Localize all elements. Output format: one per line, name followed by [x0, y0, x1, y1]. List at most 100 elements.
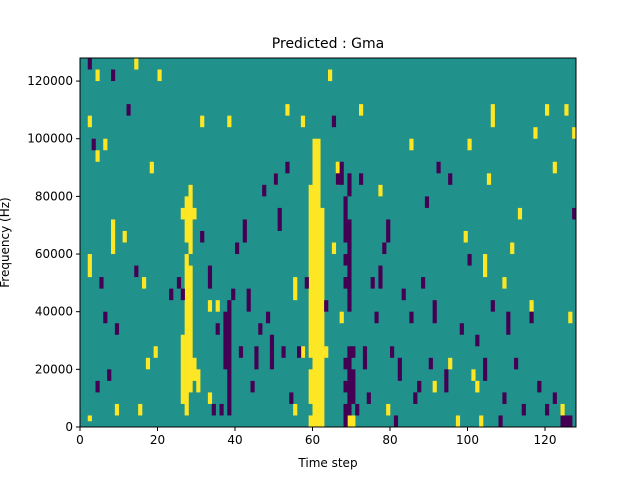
- heatmap-cell-high-47: [347, 415, 352, 427]
- heatmap-cell-high-68: [533, 127, 538, 139]
- heatmap-cell-high-43: [328, 69, 333, 82]
- heatmap-cell-low-81: [498, 415, 503, 427]
- heatmap-cell-low-26: [254, 346, 259, 370]
- heatmap-cell-low-59: [378, 265, 383, 289]
- heatmap-cell-low-32: [277, 207, 282, 231]
- heatmap-cell-high-32: [293, 403, 298, 416]
- heatmap-cell-low-11: [176, 277, 182, 289]
- y-tick-label: 100000: [27, 132, 73, 146]
- heatmap-cell-low-90: [560, 415, 565, 427]
- heatmap-cell-low-51: [351, 369, 356, 404]
- heatmap-background: [80, 58, 576, 427]
- heatmap-cell-low-27: [258, 323, 263, 335]
- heatmap-cell-low-80: [490, 300, 495, 312]
- heatmap-cell-low-39: [331, 115, 337, 128]
- heatmap-cell-high-59: [475, 380, 480, 393]
- heatmap-cell-low-46: [343, 254, 348, 266]
- heatmap-cell-high-61: [483, 254, 488, 278]
- heatmap-cell-high-39: [312, 138, 317, 427]
- y-tick-label: 60000: [35, 247, 73, 261]
- heatmap-cell-high-15: [157, 69, 162, 82]
- heatmap-cell-low-28: [262, 184, 267, 197]
- heatmap-cell-high-57: [467, 138, 472, 151]
- heatmap-cell-high-42: [324, 346, 329, 358]
- heatmap-cell-high-0: [87, 415, 92, 422]
- heatmap-cell-high-26: [207, 392, 213, 404]
- x-axis: 0 20 40 60 80 100 120: [76, 427, 556, 447]
- heatmap-cell-high-29: [227, 115, 232, 128]
- heatmap-cell-low-73: [436, 161, 441, 174]
- heatmap-cell-high-17: [180, 207, 185, 220]
- heatmap-cell-low-44: [343, 357, 348, 370]
- heatmap-cell-low-57: [370, 277, 375, 289]
- heatmap-cell-low-31: [273, 173, 278, 185]
- heatmap-cell-low-22: [238, 346, 244, 358]
- heatmap-cell-low-79: [483, 357, 488, 381]
- heatmap-cell-low-1: [91, 138, 96, 151]
- heatmap-cell-high-70: [552, 161, 557, 174]
- heatmap-cell-high-33: [293, 277, 298, 301]
- heatmap-cell-high-58: [471, 369, 476, 381]
- heatmap-cell-high-21: [188, 184, 193, 255]
- heatmap-cell-low-4: [103, 311, 108, 324]
- heatmap-cell-low-50: [347, 173, 352, 197]
- heatmap-cell-high-5: [103, 138, 108, 151]
- heatmap-cell-low-38: [324, 300, 329, 312]
- heatmap-cell-low-0: [87, 58, 92, 70]
- y-tick-label: 40000: [35, 305, 73, 319]
- heatmap-cell-low-45: [343, 277, 348, 289]
- heatmap-cell-high-52: [409, 138, 414, 151]
- heatmap-cell-low-30: [269, 334, 275, 370]
- heatmap-cell-high-1: [87, 254, 92, 278]
- heatmap-cell-low-17: [219, 403, 224, 416]
- heatmap-cell-low-85: [521, 403, 526, 416]
- heatmap-cell-low-56: [366, 392, 371, 404]
- heatmap-cell-high-71: [560, 403, 565, 416]
- chart-title: Predicted : Gma: [272, 36, 384, 52]
- heatmap-cell-low-72: [432, 300, 437, 324]
- heatmap-cell-low-12: [180, 288, 185, 301]
- heatmap-cell-high-27: [207, 300, 213, 312]
- heatmap-cell-low-6: [111, 69, 116, 82]
- heatmap-cell-high-69: [545, 104, 550, 116]
- plot-area: [79, 57, 577, 428]
- heatmap-cell-low-71: [428, 357, 433, 370]
- heatmap-cell-low-36: [297, 346, 302, 358]
- heatmap-cell-high-67: [529, 300, 534, 312]
- heatmap-cell-high-13: [149, 161, 154, 174]
- heatmap-cell-high-73: [568, 311, 573, 324]
- heatmap-cell-high-11: [142, 277, 147, 289]
- high-cells-group: [87, 58, 577, 427]
- heatmap-cell-high-38: [308, 184, 313, 358]
- heatmap-cell-low-53: [355, 403, 360, 416]
- heatmap-cell-low-2: [95, 380, 100, 393]
- heatmap-cell-low-66: [409, 311, 414, 324]
- heatmap-cell-low-64: [397, 357, 402, 381]
- heatmap-cell-low-83: [506, 311, 511, 335]
- heatmap-cell-high-18: [184, 254, 189, 416]
- heatmap-cell-low-21: [235, 242, 240, 255]
- heatmap-cell-high-55: [455, 415, 461, 427]
- heatmap-cell-low-68: [417, 380, 422, 393]
- x-tick-label: 100: [456, 433, 479, 447]
- heatmap-cell-low-62: [390, 346, 395, 358]
- plot-frame: [79, 57, 577, 428]
- heatmap-cell-low-82: [502, 392, 507, 404]
- heatmap-cell-low-52: [351, 346, 356, 358]
- heatmap-cell-low-37: [304, 277, 309, 289]
- heatmap-cell-low-42: [343, 403, 348, 427]
- heatmap-cell-low-77: [467, 254, 472, 266]
- x-tick-label: 40: [227, 433, 242, 447]
- y-axis: 0 20000 40000 60000 80000 100000 120000: [27, 74, 80, 434]
- heatmap-cell-high-49: [359, 104, 364, 116]
- heatmap-cell-high-44: [331, 242, 337, 255]
- heatmap-cell-low-55: [362, 346, 368, 370]
- heatmap-cell-low-88: [545, 403, 550, 416]
- heatmap-cell-low-93: [572, 207, 577, 220]
- heatmap-cell-high-54: [448, 357, 453, 370]
- heatmap-cell-high-51: [386, 403, 391, 416]
- heatmap-cell-high-9: [134, 58, 139, 70]
- heatmap-cell-high-10: [138, 403, 143, 416]
- heatmap-cell-high-20: [188, 265, 193, 393]
- heatmap-cell-low-61: [386, 219, 391, 243]
